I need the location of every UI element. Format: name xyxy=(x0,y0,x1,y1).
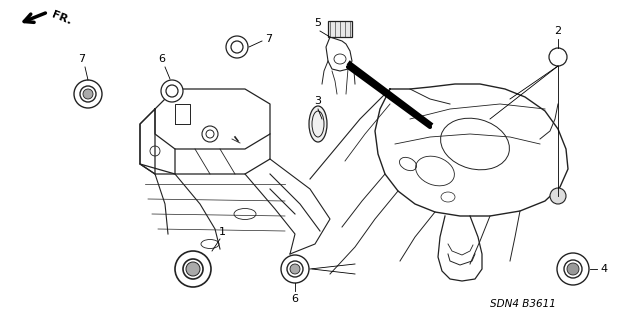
Text: 1: 1 xyxy=(218,227,225,237)
Circle shape xyxy=(74,80,102,108)
FancyBboxPatch shape xyxy=(328,21,352,37)
Circle shape xyxy=(567,263,579,275)
Circle shape xyxy=(83,89,93,99)
Text: 4: 4 xyxy=(600,264,607,274)
Text: 7: 7 xyxy=(265,34,272,44)
Ellipse shape xyxy=(309,106,327,142)
Text: FR.: FR. xyxy=(50,10,73,26)
Circle shape xyxy=(281,255,309,283)
Circle shape xyxy=(550,188,566,204)
Circle shape xyxy=(290,264,300,274)
Circle shape xyxy=(175,251,211,287)
Circle shape xyxy=(161,80,183,102)
Text: 6: 6 xyxy=(159,54,166,64)
Circle shape xyxy=(557,253,589,285)
Text: SDN4 B3611: SDN4 B3611 xyxy=(490,299,556,309)
Text: 2: 2 xyxy=(554,26,561,36)
Text: 3: 3 xyxy=(314,96,321,106)
Text: 7: 7 xyxy=(79,54,86,64)
Text: 5: 5 xyxy=(314,18,321,28)
Text: 6: 6 xyxy=(291,294,298,304)
Circle shape xyxy=(186,262,200,276)
Circle shape xyxy=(226,36,248,58)
